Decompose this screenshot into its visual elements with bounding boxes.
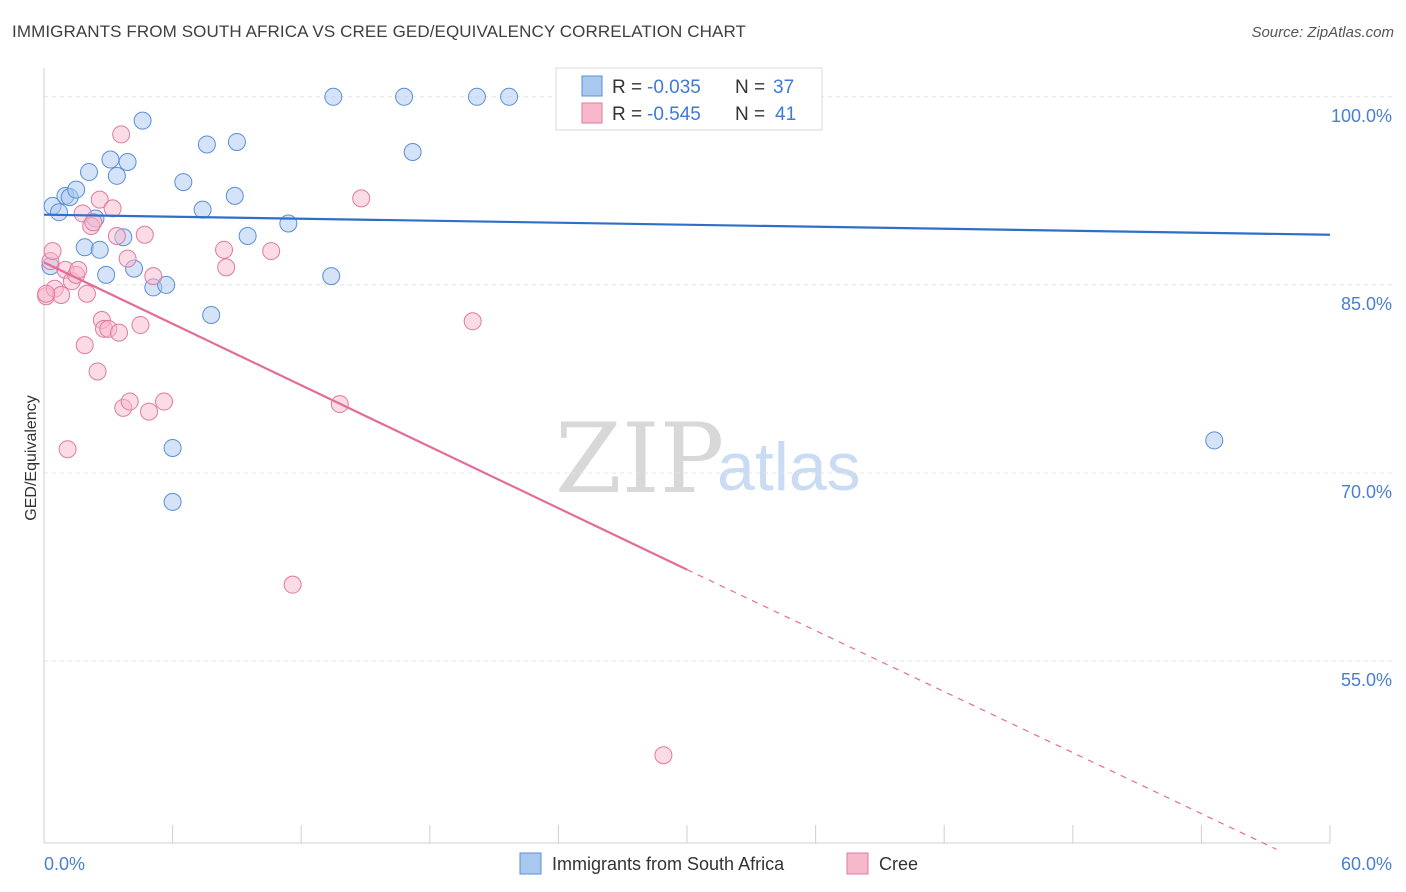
cree-point xyxy=(217,258,236,277)
immigrants-point xyxy=(395,87,414,106)
cree-point xyxy=(37,284,56,303)
cree-point xyxy=(262,242,281,261)
stats-n-label-cree: N = xyxy=(735,104,765,125)
legend-label-immigrants: Immigrants from South Africa xyxy=(552,854,785,874)
trend-line-cree-extension xyxy=(686,569,1277,850)
immigrants-point xyxy=(163,438,182,457)
grid-lines xyxy=(44,96,1392,662)
immigrants-point xyxy=(467,87,486,106)
immigrants-point xyxy=(227,132,246,151)
trend-lines xyxy=(43,213,1331,850)
cree-point xyxy=(155,392,174,411)
cree-point xyxy=(144,267,163,286)
x-tick-labels: 0.0% 60.0% xyxy=(44,854,1392,874)
immigrants-point xyxy=(193,200,212,219)
watermark-zip: ZIP xyxy=(555,403,724,515)
cree-point xyxy=(110,323,129,342)
cree-point xyxy=(112,125,131,144)
immigrants-point xyxy=(80,163,99,182)
immigrants-point xyxy=(157,275,176,294)
cree-point xyxy=(88,362,107,381)
immigrants-point xyxy=(197,135,216,154)
y-tick-label: 85.0% xyxy=(1341,294,1392,314)
immigrants-point xyxy=(163,492,182,511)
legend: Immigrants from South Africa Cree xyxy=(519,852,918,875)
stats-r-label-cree: R = xyxy=(612,104,642,125)
stats-swatch-cree xyxy=(581,102,603,124)
legend-label-cree: Cree xyxy=(879,854,918,874)
immigrants-point xyxy=(101,150,120,169)
y-tick-label: 55.0% xyxy=(1341,670,1392,690)
cree-point xyxy=(90,190,109,209)
cree-point xyxy=(107,227,126,246)
series-cree-points xyxy=(37,125,673,765)
cree-point xyxy=(135,225,154,244)
immigrants-point xyxy=(174,173,193,192)
cree-point xyxy=(84,213,103,232)
immigrants-point xyxy=(1205,431,1224,450)
immigrants-point xyxy=(97,265,116,284)
cree-point xyxy=(58,440,77,459)
trend-line-immigrants xyxy=(43,213,1331,236)
cree-point xyxy=(215,240,234,259)
watermark-atlas: atlas xyxy=(717,429,861,505)
immigrants-point xyxy=(238,227,257,246)
x-tick-label: 60.0% xyxy=(1341,854,1392,874)
immigrants-point xyxy=(107,166,126,185)
legend-swatch-cree xyxy=(846,852,869,875)
cree-point xyxy=(77,284,96,303)
stats-n-value-immigrants: 37 xyxy=(773,77,794,98)
immigrants-point xyxy=(324,87,343,106)
stats-box: R = -0.035 N = 37 R = -0.545 N = 41 xyxy=(555,67,823,131)
y-tick-labels: 100.0% 85.0% 70.0% 55.0% xyxy=(1331,106,1392,690)
x-tick-label: 0.0% xyxy=(44,854,85,874)
immigrants-point xyxy=(90,240,109,259)
legend-swatch-immigrants xyxy=(519,852,542,875)
cree-point xyxy=(131,316,150,335)
stats-n-label-immigrants: N = xyxy=(735,77,765,98)
stats-r-value-cree: -0.545 xyxy=(647,104,701,125)
cree-point xyxy=(103,199,122,218)
trend-line-cree xyxy=(43,261,688,571)
immigrants-point xyxy=(50,203,69,222)
source-credit: Source: ZipAtlas.com xyxy=(1251,24,1394,41)
stats-r-value-immigrants: -0.035 xyxy=(647,77,701,98)
immigrants-point xyxy=(118,153,137,172)
axes xyxy=(43,68,1331,844)
stats-n-value-cree: 41 xyxy=(775,104,796,125)
cree-point xyxy=(463,312,482,331)
cree-point xyxy=(283,575,302,594)
y-tick-label: 100.0% xyxy=(1331,106,1392,126)
cree-point xyxy=(43,242,62,261)
stats-swatch-immigrants xyxy=(581,75,603,97)
chart-title: IMMIGRANTS FROM SOUTH AFRICA VS CREE GED… xyxy=(12,22,747,41)
cree-point xyxy=(352,189,371,208)
stats-r-label-immigrants: R = xyxy=(612,77,642,98)
immigrants-point xyxy=(67,180,86,199)
immigrants-point xyxy=(133,111,152,130)
cree-point xyxy=(52,285,71,304)
cree-point xyxy=(75,336,94,355)
cree-point xyxy=(140,402,159,421)
y-axis-label: GED/Equivalency xyxy=(23,395,40,520)
immigrants-point xyxy=(225,186,244,205)
cree-point xyxy=(654,746,673,765)
immigrants-point xyxy=(403,142,422,161)
watermark: ZIP atlas xyxy=(555,403,861,515)
cree-point xyxy=(120,392,139,411)
immigrants-point xyxy=(202,306,221,325)
immigrants-point xyxy=(500,87,519,106)
immigrants-point xyxy=(322,267,341,286)
y-tick-label: 70.0% xyxy=(1341,482,1392,502)
cree-point xyxy=(118,249,137,268)
immigrants-point xyxy=(75,238,94,257)
